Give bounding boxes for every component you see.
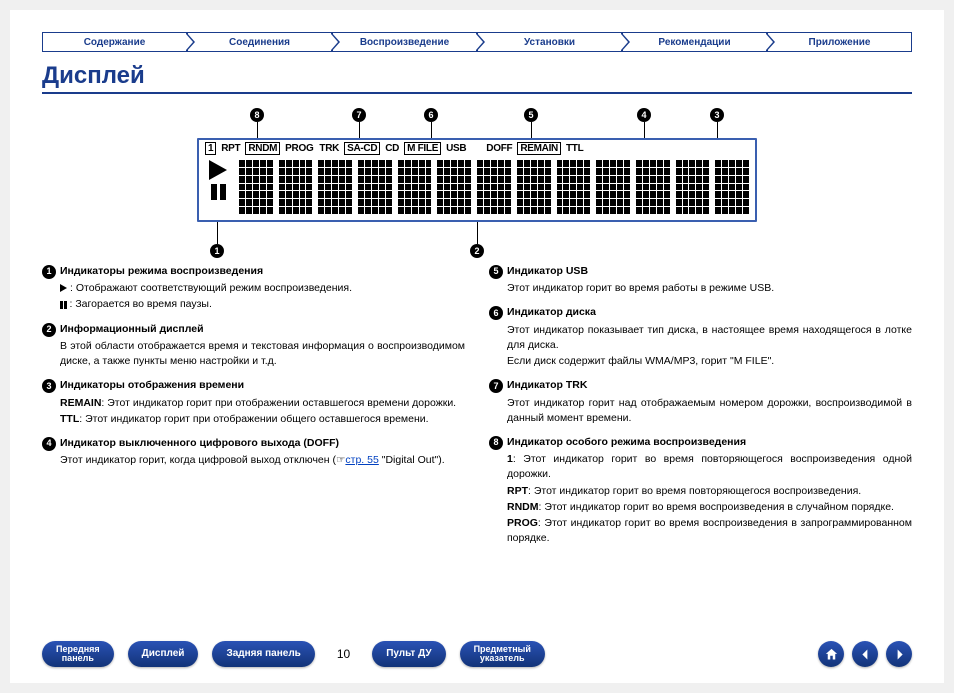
desc-item-6: 6 Индикатор диска Этот индикатор показывае… [489, 305, 912, 369]
item-title: Информационный дисплей [60, 322, 204, 337]
pause-icon [211, 184, 226, 200]
bottom-button[interactable]: Дисплей [128, 641, 199, 667]
item-number: 2 [42, 323, 56, 337]
panel-label: RNDM [245, 142, 280, 155]
callout-6: 6 [424, 108, 438, 122]
callout-7: 7 [352, 108, 366, 122]
panel-label: TRK [318, 143, 340, 154]
callout-3: 3 [710, 108, 724, 122]
bottom-nav: Передняя панель Дисплей Задняя панель 10 Пул… [42, 641, 912, 667]
play-icon [209, 160, 227, 180]
item-line: TTL: Этот индикатор горит при отображени… [60, 412, 465, 427]
item-title: Индикатор USB [507, 264, 588, 279]
panel-label: 1 [205, 142, 216, 155]
item-number: 7 [489, 379, 503, 393]
home-button[interactable] [818, 641, 844, 667]
item-title: Индикатор особого режима воспроизведения [507, 435, 746, 450]
forward-button[interactable] [886, 641, 912, 667]
desc-item-1: 1 Индикаторы режима воспроизведения : Отоб… [42, 264, 465, 313]
panel-label: SA-CD [344, 142, 380, 155]
back-button[interactable] [852, 641, 878, 667]
item-number: 4 [42, 437, 56, 451]
panel-label: M FILE [404, 142, 441, 155]
item-line: : Отображают соответствующий режим воспр… [60, 281, 465, 296]
panel-label: TTL [565, 143, 584, 154]
item-line: Этот индикатор горит, когда цифровой вых… [60, 453, 465, 468]
desc-item-5: 5 Индикатор USB Этот индикатор горит во вр… [489, 264, 912, 296]
desc-item-3: 3 Индикаторы отображения времени REMAIN: Э… [42, 378, 465, 427]
display-diagram: 1 RPT RNDM PROG TRK SA-CD CD M FILE USB DOFF REMAI… [42, 108, 912, 258]
page-number: 10 [337, 647, 350, 661]
panel-label: RPT [220, 143, 241, 154]
item-number: 8 [489, 436, 503, 450]
top-tab[interactable]: Приложение [767, 32, 912, 52]
desc-item-8: 8 Индикатор особого режима воспроизведени… [489, 435, 912, 547]
top-tab[interactable]: Установки [477, 32, 622, 52]
item-line: PROG: Этот индикатор горит во время восп… [507, 516, 912, 546]
top-tab[interactable]: Рекомендации [622, 32, 767, 52]
panel-label: DOFF [485, 143, 513, 154]
panel-label: REMAIN [517, 142, 561, 155]
callout-2: 2 [470, 244, 484, 258]
item-line: Этот индикатор горит во время работы в р… [507, 281, 912, 296]
callout-4: 4 [637, 108, 651, 122]
top-tab[interactable]: Содержание [42, 32, 187, 52]
item-number: 5 [489, 265, 503, 279]
desc-item-4: 4 Индикатор выключенного цифрового выхода… [42, 436, 465, 468]
item-line: RPT: Этот индикатор горит во время повто… [507, 484, 912, 499]
page-link[interactable]: стр. 55 [345, 454, 378, 466]
panel-label: PROG [284, 143, 314, 154]
item-title: Индикатор TRK [507, 378, 587, 393]
page-title: Дисплей [42, 62, 912, 94]
callout-1: 1 [210, 244, 224, 258]
top-nav: СодержаниеСоединенияВоспроизведениеУстан… [42, 32, 912, 52]
item-number: 3 [42, 379, 56, 393]
display-panel: 1 RPT RNDM PROG TRK SA-CD CD M FILE USB DOFF REMAI… [197, 138, 757, 222]
desc-item-7: 7 Индикатор TRK Этот индикатор горит над о… [489, 378, 912, 426]
item-line: В этой области отображается время и текс… [60, 339, 465, 369]
top-tab[interactable]: Соединения [187, 32, 332, 52]
item-title: Индикатор выключенного цифрового выхода … [60, 436, 339, 451]
description-body: 1 Индикаторы режима воспроизведения : Отоб… [42, 264, 912, 556]
item-title: Индикатор диска [507, 305, 596, 320]
item-line: RNDM: Этот индикатор горит во время восп… [507, 500, 912, 515]
panel-label: CD [384, 143, 400, 154]
item-line: REMAIN: Этот индикатор горит при отображ… [60, 396, 465, 411]
item-title: Индикаторы отображения времени [60, 378, 244, 393]
panel-label: USB [445, 143, 467, 154]
item-number: 1 [42, 265, 56, 279]
bottom-button[interactable]: Передняя панель [42, 641, 114, 667]
bottom-button[interactable]: Задняя панель [212, 641, 314, 667]
item-number: 6 [489, 306, 503, 320]
desc-item-2: 2 Информационный дисплей В этой области от… [42, 322, 465, 370]
play-pause-icons [203, 160, 233, 200]
item-line: Если диск содержит файлы WMA/MP3, горит … [507, 354, 912, 369]
item-line: Этот индикатор показывает тип диска, в н… [507, 323, 912, 353]
callout-5: 5 [524, 108, 538, 122]
bottom-button[interactable]: Пульт ДУ [372, 641, 445, 667]
top-tab[interactable]: Воспроизведение [332, 32, 477, 52]
item-line: 1: Этот индикатор горит во время повторя… [507, 452, 912, 482]
item-line: : Загорается во время паузы. [60, 297, 465, 312]
bottom-button[interactable]: Предметный указатель [460, 641, 545, 667]
item-line: Этот индикатор горит над отображаемым но… [507, 396, 912, 426]
callout-8: 8 [250, 108, 264, 122]
item-title: Индикаторы режима воспроизведения [60, 264, 263, 279]
